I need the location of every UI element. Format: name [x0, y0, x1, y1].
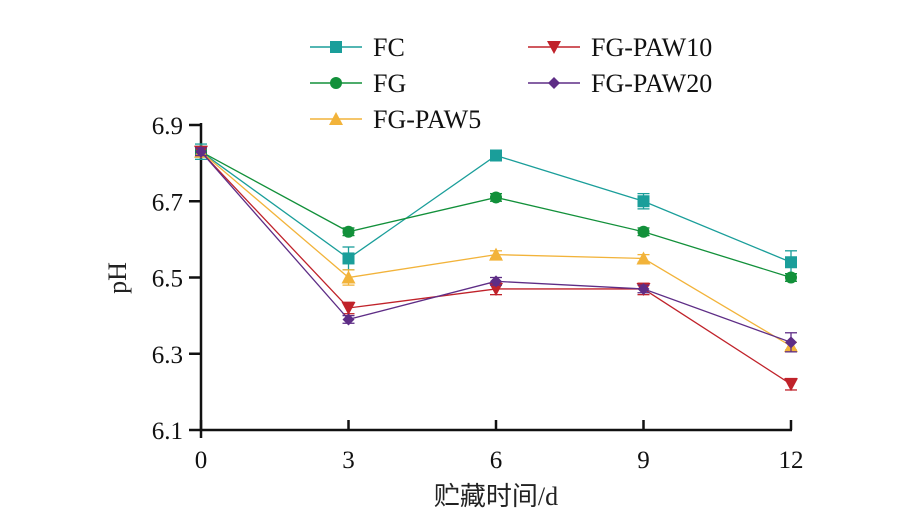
- legend-label: FG-PAW5: [373, 105, 481, 134]
- y-tick-label: 6.9: [152, 113, 183, 140]
- legend-marker: [330, 41, 342, 53]
- data-point: [195, 145, 207, 158]
- x-tick-label: 0: [195, 447, 208, 474]
- series-fg-paw20: [195, 145, 797, 353]
- legend-label: FG-PAW10: [591, 33, 712, 62]
- data-point: [490, 191, 502, 204]
- y-tick-label: 6.3: [152, 342, 183, 369]
- x-tick-label: 9: [637, 447, 650, 474]
- data-point: [341, 302, 356, 315]
- legend-label: FG: [373, 69, 406, 98]
- series-line: [200, 151, 792, 385]
- legend-label: FC: [373, 33, 405, 62]
- x-tick-label: 6: [490, 447, 503, 474]
- legend-marker: [330, 77, 342, 89]
- data-point: [489, 282, 503, 296]
- data-point: [637, 282, 650, 295]
- y-tick-label: 6.1: [152, 418, 183, 445]
- series-fg-paw10: [194, 145, 798, 392]
- legend-item: FC: [310, 33, 405, 62]
- legend-item: FG-PAW5: [310, 105, 481, 134]
- series-line: [200, 151, 792, 343]
- y-tick-label: 6.7: [152, 189, 183, 216]
- legend-label: FG-PAW20: [591, 69, 712, 98]
- legend-marker: [548, 77, 560, 89]
- data-point: [784, 378, 798, 392]
- data-point: [785, 256, 797, 269]
- data-point: [342, 313, 355, 326]
- y-tick-label: 6.5: [152, 266, 183, 293]
- series-fg: [195, 145, 797, 284]
- x-tick-label: 12: [779, 447, 804, 474]
- data-point: [637, 195, 650, 208]
- data-point: [489, 247, 503, 261]
- legend: FC FG FG-PAW5 FG-PAW10 FG-PAW20: [310, 33, 712, 134]
- y-axis-title: pH: [103, 262, 132, 294]
- data-point: [636, 251, 651, 265]
- data-point: [490, 275, 502, 288]
- legend-item: FG-PAW10: [528, 33, 712, 62]
- data-point: [341, 270, 356, 284]
- data-point: [490, 149, 502, 162]
- data-point: [342, 252, 355, 265]
- legend-item: FG-PAW20: [528, 69, 712, 98]
- x-tick-label: 3: [342, 447, 355, 474]
- data-point: [785, 336, 797, 349]
- legend-marker: [547, 41, 561, 54]
- series-fg-paw5: [194, 144, 798, 353]
- legend-item: FG: [310, 69, 406, 98]
- data-point: [785, 271, 797, 284]
- data-point: [637, 225, 650, 238]
- legend-marker: [329, 112, 343, 125]
- x-axis-title: 贮藏时间/d: [434, 482, 558, 511]
- data-point: [342, 225, 355, 238]
